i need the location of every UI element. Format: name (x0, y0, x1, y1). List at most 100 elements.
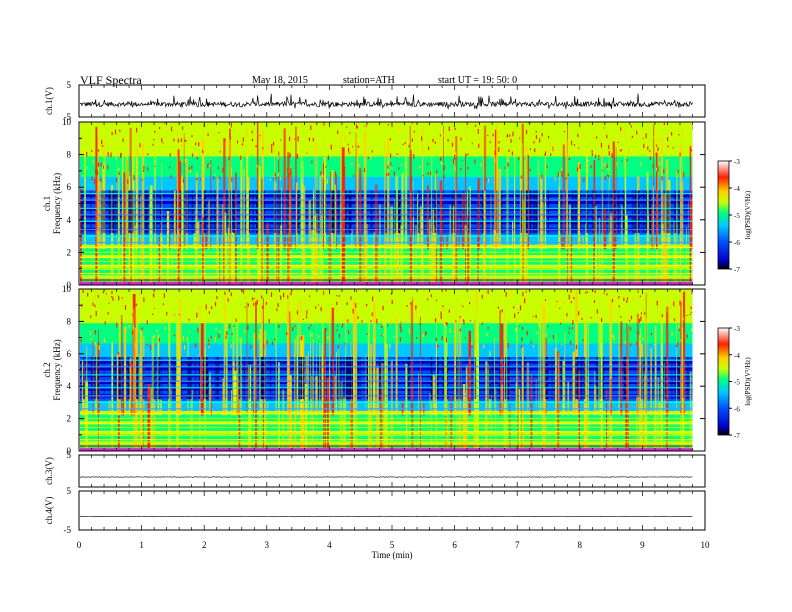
ch1-spectrogram-streak (468, 186, 471, 282)
ch1-spectrogram-dark-streak (116, 190, 118, 233)
ch1-spectrogram-streak (161, 162, 163, 250)
ch2-spectrogram-image (80, 289, 704, 452)
ch2-spectrogram-speckle (230, 292, 232, 297)
ch2-spectrogram-speckle (325, 295, 328, 300)
ch1-spectrogram-speckle (455, 152, 457, 158)
ch2-spectrogram-line (80, 445, 693, 447)
ch1-spectrogram-speckle (547, 135, 550, 139)
ch1-spectrogram-streak (141, 143, 145, 282)
ch2-spectrogram-dark-streak (160, 357, 162, 400)
ch1-spectrogram-speckle (544, 154, 546, 156)
ch2-spectrogram-streak (147, 383, 151, 448)
ch1-spectrogram-dark-streak (663, 190, 665, 233)
ch2-spectrogram-speckle (352, 308, 354, 314)
ch2-spectrogram-dark-streak (262, 357, 263, 400)
ch2-spectrogram-speckle (103, 338, 106, 343)
ch2-spectrogram-speckle (381, 335, 383, 337)
ch2-spectrogram-speckle (324, 289, 326, 294)
ch2-spectrogram-line (80, 395, 693, 397)
ch1-spectrogram-speckle (642, 137, 644, 139)
ch1-spectrogram-speckle (640, 162, 642, 166)
ch1-waveform-ytick-label: -5 (64, 112, 72, 122)
ch1-spectrogram-dark-streak (468, 190, 470, 233)
ch1-spectrogram-speckle (661, 176, 663, 181)
ch2-spectrogram-speckle (636, 342, 638, 345)
ch2-spectrogram-streak (503, 401, 505, 448)
ch2-spectrogram-speckle (462, 305, 464, 308)
ch2-spectrogram-streak (248, 364, 252, 448)
ch2-spectrogram-speckle (118, 295, 120, 301)
ch2-spectrogram-speckle (94, 341, 96, 346)
ch2-spectrogram-streak (305, 384, 308, 448)
ch1-spectrogram-line (80, 199, 693, 201)
ch2-spectrogram-speckle (264, 302, 266, 307)
ch1-spectrogram-streak (355, 132, 357, 250)
ch2-spectrogram-speckle (650, 332, 653, 335)
ch1-spectrogram-dark-streak (604, 190, 606, 233)
ch2-spectrogram-band (80, 305, 693, 310)
ch2-spectrogram-dark-streak (103, 357, 105, 400)
ch1-spectrogram-streak (193, 233, 196, 250)
ch1-spectrogram-band (80, 169, 693, 174)
ch1-spectrogram-speckle (441, 138, 443, 141)
ch1-spectrogram-speckle (460, 137, 462, 141)
ch1-spectrogram-dark-streak (525, 190, 528, 233)
xaxis-tick-label: 0 (77, 540, 82, 550)
ch2-spectrogram-band (80, 292, 693, 297)
ch1-spectrogram-dark-streak (644, 190, 646, 233)
ch2-spectrogram-streak (594, 385, 597, 416)
ch2-spectrogram-streak (454, 322, 456, 416)
ch2-spectrogram-streak (572, 351, 575, 416)
ch1-spectrogram-image (80, 122, 704, 286)
ch2-spectrogram-speckle (290, 292, 292, 296)
ch2-spectrogram-speckle (337, 344, 340, 349)
ch1-spectrogram-dark-streak (482, 190, 484, 233)
ch1-spectrogram-speckle (467, 124, 469, 130)
ch1-spectrogram-speckle (534, 124, 536, 127)
ch2-spectrogram-speckle (177, 323, 180, 325)
xaxis-tick-label: 3 (265, 540, 270, 550)
ch1-spectrogram-streak (195, 207, 197, 282)
ch1-spectrogram-speckle (607, 168, 609, 171)
ch2-spectrogram-speckle (559, 307, 561, 309)
ch2-spectrogram-streak (645, 293, 647, 416)
ch1-spectrogram-streak (258, 165, 261, 282)
ch1-spectrogram-streak (467, 215, 470, 282)
ch2-spectrogram-streak (246, 302, 248, 416)
ch1-spectrogram-speckle (507, 162, 509, 167)
ch1-spectrogram-streak (566, 139, 568, 250)
ch2-spectrogram-speckle (486, 289, 488, 293)
ch1-spectrogram-speckle (630, 125, 632, 128)
ch1-spectrogram-streak (691, 200, 694, 250)
ch2-spectrogram-dark-streak (343, 357, 345, 400)
ch2-spectrogram-speckle (653, 344, 655, 346)
ch1-spectrogram-speckle (133, 146, 135, 150)
ch1-spectrogram-speckle (154, 165, 156, 167)
ch2-spectrogram-speckle (568, 331, 570, 334)
ch1-spectrogram-dark-streak (159, 190, 162, 233)
ch2-spectrogram-speckle (162, 321, 164, 324)
ch2-spectrogram-dark-streak (379, 357, 381, 400)
ch2-spectrogram-speckle (90, 315, 92, 318)
ch1-spectrogram-speckle (120, 152, 122, 158)
ch2-spectrogram-streak (655, 330, 656, 448)
ch2-spectrogram-speckle (452, 307, 454, 310)
ch2-spectrogram-speckle (253, 302, 255, 306)
ch2-spectrogram-speckle (371, 312, 373, 317)
ch2-spectrogram-speckle (640, 312, 643, 315)
ch1-spectrogram-dark-streak (594, 190, 596, 233)
ch1-spectrogram-speckle (327, 155, 329, 161)
ch1-spectrogram-dark-streak (263, 190, 265, 233)
ch1-spectrogram-speckle (408, 139, 410, 142)
ch1-spectrogram-speckle (460, 167, 462, 171)
ch2-spectrogram-speckle (462, 319, 465, 322)
ch2-spectrogram-speckle (538, 322, 541, 328)
ch1-spectrogram-speckle (188, 167, 190, 171)
ch2-spectrogram-speckle (134, 343, 136, 349)
ch2-spectrogram-speckle (637, 290, 639, 293)
ch1-spectrogram-streak (301, 178, 303, 250)
ch2-spectrogram-speckle (348, 330, 350, 335)
ch1-spectrogram-line (80, 207, 693, 209)
ch1-spectrogram-speckle (445, 132, 447, 137)
ch2-spectrogram-dark-streak (97, 357, 100, 400)
